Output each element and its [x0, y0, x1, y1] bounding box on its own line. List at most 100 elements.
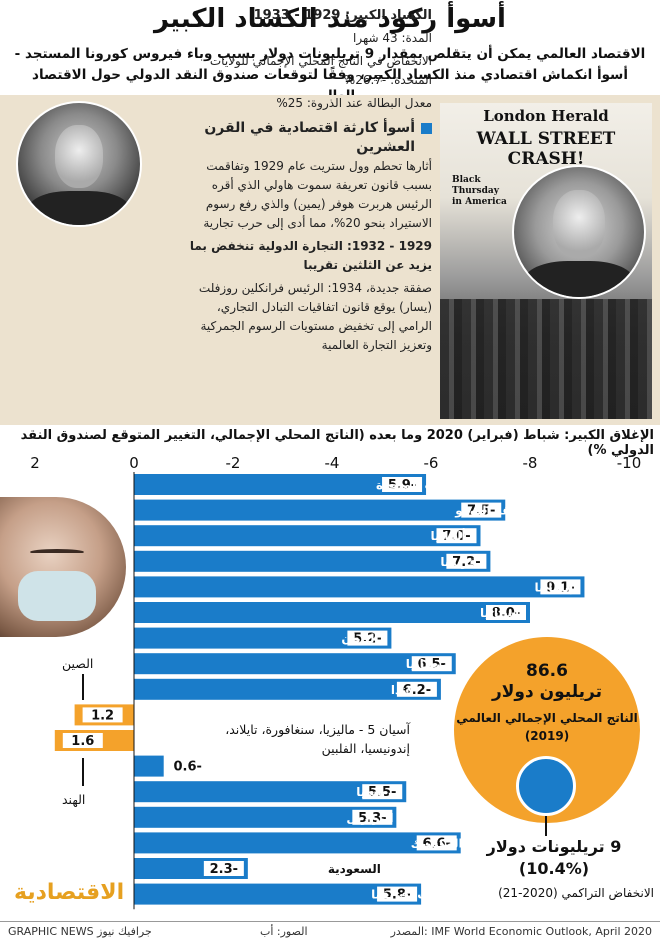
photos-credit: الصور: أب: [260, 925, 308, 938]
bar: [134, 832, 461, 854]
bar: [134, 627, 392, 649]
bar: [134, 806, 397, 828]
value-label-box: [396, 681, 437, 697]
value-label-box: [540, 579, 581, 595]
bar: [134, 550, 491, 572]
graphic-news-credit: GRAPHIC NEWS جرافيك نيوز: [8, 925, 152, 938]
x-tick-label: 0: [129, 454, 139, 472]
history-para-3: صفقة جديدة، 1934: الرئيس فرانكلين روزفلت…: [198, 281, 432, 352]
bar: [134, 602, 530, 623]
value-label-box: [461, 502, 502, 518]
value-label: 5.8-: [383, 888, 411, 903]
category-label: كندا: [391, 683, 414, 697]
bar: [134, 781, 407, 803]
category-label: روسيا: [356, 785, 392, 800]
gdp-bar-chart: -10 -8 -6 -4 -2 0 2 5.9-الولايات المتحدة 7.5-منط…: [30, 454, 642, 910]
value-label-box: [377, 886, 418, 902]
value-label: 6.6-: [422, 836, 450, 851]
value-label: 6.5-: [418, 657, 446, 672]
x-tick-label: 2: [30, 454, 40, 472]
crowd-image: [440, 299, 652, 419]
value-label-box: [446, 553, 487, 569]
x-tick-label: -10: [617, 454, 642, 472]
value-label-box: [486, 605, 526, 620]
newspaper-subhead: Black Thursday in America: [452, 175, 507, 207]
category-label: البرازيل: [346, 811, 393, 825]
value-label-box: [62, 733, 103, 748]
value-label-box: [411, 656, 452, 672]
bar: [134, 499, 506, 521]
depression-heading: الكساد الكبير: 1929 - 1933: [253, 8, 432, 23]
category-label: المكسيك: [411, 836, 463, 850]
value-label: 0.6-: [173, 760, 201, 775]
value-label-box: [362, 784, 403, 800]
history-para-2: 1929 - 1932: التجارة الدولية تنخفض بما ي…: [189, 239, 432, 272]
china-arrow: [82, 674, 84, 700]
bar: [134, 653, 456, 675]
aleqt-logo: الاقتصادية: [14, 880, 125, 905]
value-label-box: [416, 835, 457, 851]
newspaper-masthead: London Herald: [483, 107, 609, 125]
value-label: 5.3-: [358, 811, 386, 826]
bar: [134, 755, 164, 777]
loss-pointer: [545, 816, 547, 836]
category-label: ألمانيا: [431, 528, 466, 543]
history-para-1: أثارها تحطم وول ستريت عام 1929 وتفاقمت ب…: [203, 159, 432, 230]
bar: [134, 576, 585, 598]
category-label: الولايات المتحدة: [376, 478, 471, 493]
source-text: المصدر: IMF World Economic Outlook, Apri…: [390, 925, 652, 938]
value-label: 2.3-: [210, 862, 238, 877]
value-label: 5.5-: [368, 785, 396, 800]
blue-square-icon: [421, 123, 432, 134]
section-title: أسوأ كارثة اقتصادية في القرن العشرين: [182, 119, 432, 157]
value-label-box: [347, 630, 388, 646]
loss-text: 9 تريليونات دولار (10.4%): [486, 837, 622, 878]
x-tick-label: -2: [226, 454, 241, 472]
value-label: 6.2-: [403, 683, 431, 698]
value-label: 7.5-: [467, 504, 495, 519]
footer: المصدر: IMF World Economic Outlook, Apri…: [0, 921, 660, 943]
value-label-box: [203, 861, 244, 876]
bar: [134, 525, 481, 547]
category-label: السعودية: [328, 862, 381, 877]
page-title: أسوأ ركود منذ الكساد الكبير: [154, 4, 506, 34]
x-tick-label: -4: [325, 454, 340, 472]
category-label: بريطانيا: [406, 657, 453, 671]
value-label-box: [352, 809, 393, 825]
depression-gdp-drop: الانخفاض في الناتج المحلي الإجمالي للولا…: [209, 54, 432, 87]
cumulative-label: الانخفاض التراكمي (2020-21): [498, 886, 654, 900]
value-label: 7.0-: [442, 529, 470, 544]
chart-title: الإغلاق الكبير: شباط (فبراير) 2020 وما ب…: [20, 428, 654, 458]
bar: [134, 678, 441, 700]
value-label: 9.1-: [546, 580, 574, 595]
value-label-box: [382, 477, 423, 492]
category-label: إيطاليا: [534, 580, 573, 594]
bar: [134, 883, 422, 905]
loss-bubble: [516, 756, 576, 816]
asean-label: آسيان 5 - ماليزيا، سنغافورة، تايلاند، إن…: [225, 722, 410, 756]
bar: [134, 474, 427, 495]
value-label-box: [82, 707, 123, 723]
value-label-box: [167, 758, 208, 774]
roosevelt-portrait: [16, 101, 142, 227]
depression-duration: المدة: 43 شهرا: [352, 31, 432, 45]
india-label: الهند: [62, 792, 86, 807]
subtitle: الاقتصاد العالمي يمكن أن يتقلص بمقدار 9 …: [14, 46, 646, 104]
value-label: 7.2-: [452, 555, 480, 570]
hoover-portrait: [512, 165, 646, 299]
value-label: 8.0-: [492, 606, 520, 621]
category-label: اليابان: [341, 632, 378, 646]
china-label: الصين: [62, 656, 94, 671]
x-tick-label: -6: [424, 454, 439, 472]
history-text: الكساد الكبير: 1929 - 1933 المدة: 43 شهر…: [182, 6, 432, 359]
category-label: فرنسا: [440, 555, 477, 569]
category-label: إسبانيا: [480, 606, 519, 620]
masked-woman-photo: [0, 497, 126, 637]
value-label: 1.2: [91, 708, 114, 723]
category-label: جنوب إفريقيا: [371, 888, 450, 903]
india-arrow: [82, 758, 84, 786]
newspaper-headline: WALL STREET CRASH!: [476, 129, 616, 169]
value-label-box: [436, 528, 477, 544]
x-tick-label: -8: [523, 454, 538, 472]
category-label: منطقة اليورو: [454, 504, 535, 519]
